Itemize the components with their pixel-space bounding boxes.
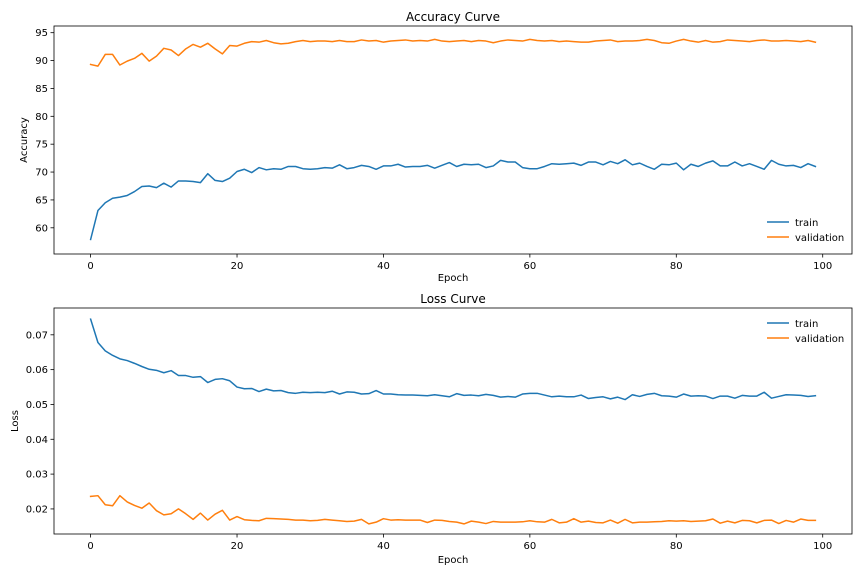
y-axis-label: Loss xyxy=(10,410,21,432)
y-tick-label: 75 xyxy=(35,140,48,151)
y-tick-label: 60 xyxy=(35,223,48,234)
legend-label-validation: validation xyxy=(795,334,844,345)
x-tick-label: 40 xyxy=(377,541,390,552)
x-axis-label: Epoch xyxy=(438,273,469,284)
legend: train validation xyxy=(767,218,844,244)
chart-title: Accuracy Curve xyxy=(406,10,500,24)
y-tick-label: 0.07 xyxy=(26,330,48,341)
legend-label-train: train xyxy=(795,218,818,229)
y-ticks: 0.02 0.03 0.04 0.05 0.06 0.07 xyxy=(26,330,54,515)
x-tick-label: 60 xyxy=(524,541,537,552)
x-tick-label: 60 xyxy=(524,261,537,272)
y-tick-label: 0.02 xyxy=(26,504,48,515)
y-ticks: 60 65 70 75 80 85 90 95 xyxy=(35,28,54,234)
series-line-train xyxy=(89,318,817,401)
x-tick-label: 40 xyxy=(377,261,390,272)
y-tick-label: 0.03 xyxy=(26,470,48,481)
series-line-train xyxy=(89,159,817,241)
series-lines xyxy=(89,38,817,241)
y-tick-label: 80 xyxy=(35,112,48,123)
x-ticks: 0 20 40 60 80 100 xyxy=(87,254,832,272)
x-tick-label: 80 xyxy=(670,261,683,272)
plot-frame xyxy=(53,307,853,535)
y-tick-label: 65 xyxy=(35,195,48,206)
x-axis-label: Epoch xyxy=(438,555,469,566)
legend-label-validation: validation xyxy=(795,233,844,244)
x-ticks: 0 20 40 60 80 100 xyxy=(87,534,832,552)
legend-label-train: train xyxy=(795,319,818,330)
y-tick-label: 90 xyxy=(35,56,48,67)
series-lines xyxy=(89,318,817,525)
x-tick-label: 0 xyxy=(87,541,93,552)
y-tick-label: 0.04 xyxy=(26,435,48,446)
x-tick-label: 100 xyxy=(813,541,832,552)
plot-frame xyxy=(53,25,853,255)
x-tick-label: 0 xyxy=(87,261,93,272)
x-tick-label: 80 xyxy=(670,541,683,552)
y-tick-label: 0.05 xyxy=(26,400,48,411)
chart-title: Loss Curve xyxy=(420,292,486,306)
legend: train validation xyxy=(767,319,844,345)
y-tick-label: 0.06 xyxy=(26,365,48,376)
y-tick-label: 70 xyxy=(35,168,48,179)
loss-chart: Loss Curve 0.02 0.03 0.04 0.05 0.06 0.07 0 20 4… xyxy=(10,292,853,566)
x-tick-label: 100 xyxy=(813,261,832,272)
series-line-validation xyxy=(89,38,817,67)
series-line-validation xyxy=(89,494,817,525)
y-axis-label: Accuracy xyxy=(19,117,30,163)
x-tick-label: 20 xyxy=(231,541,244,552)
y-tick-label: 95 xyxy=(35,28,48,39)
x-tick-label: 20 xyxy=(231,261,244,272)
y-tick-label: 85 xyxy=(35,84,48,95)
accuracy-chart: Accuracy Curve 60 65 70 75 80 85 90 95 0 20 40 60 8… xyxy=(19,10,853,284)
